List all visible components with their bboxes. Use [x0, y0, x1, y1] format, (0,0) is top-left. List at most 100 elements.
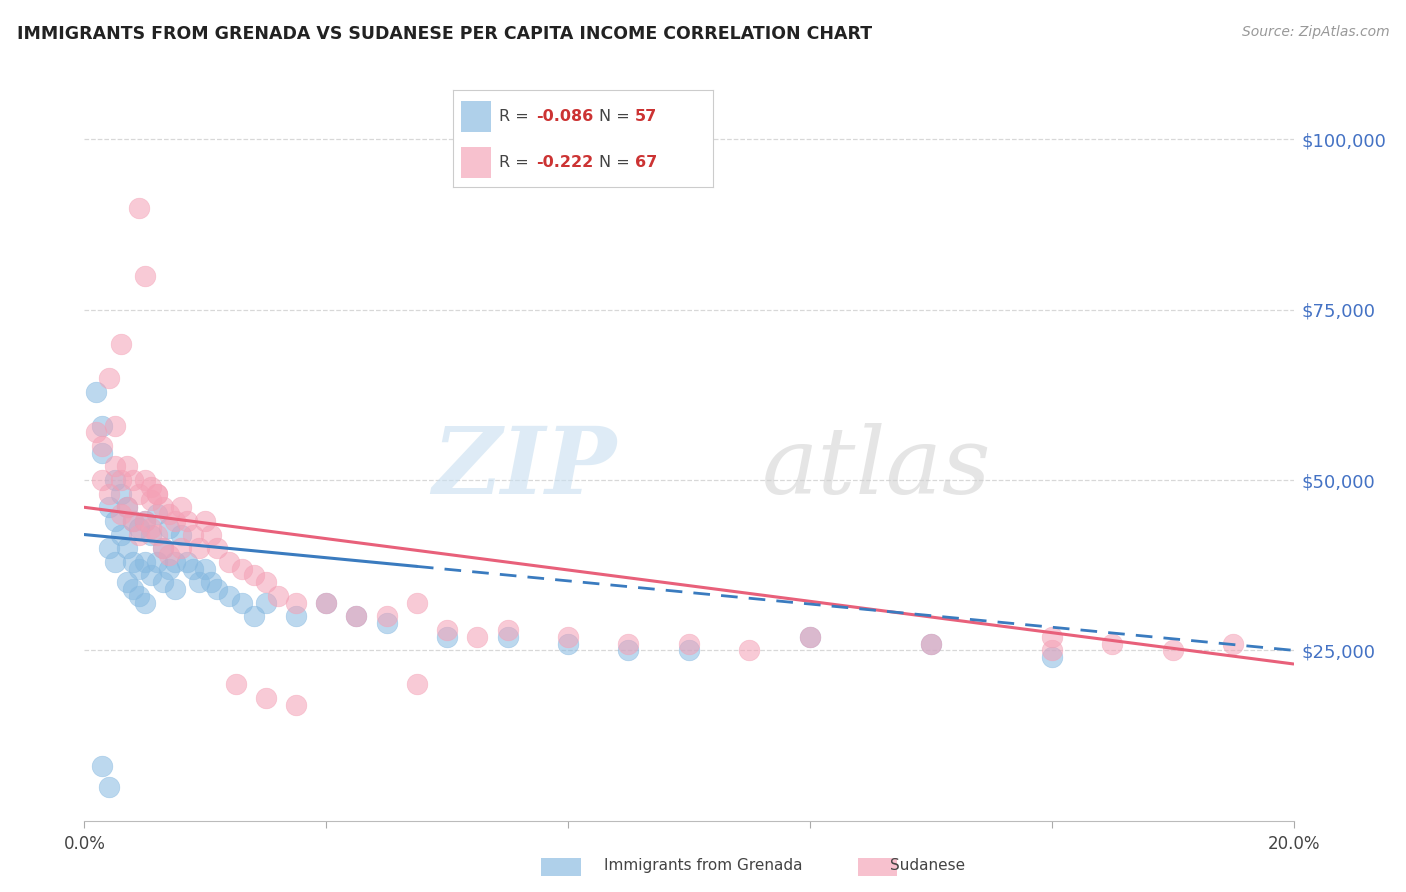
Point: [200, 527, 222, 541]
Point: [285, 596, 308, 610]
Point: [285, 609, 308, 624]
Point: [467, 630, 489, 644]
Point: [194, 561, 217, 575]
Point: [617, 643, 640, 657]
Point: [231, 561, 253, 575]
Text: IMMIGRANTS FROM GRENADA VS SUDANESE PER CAPITA INCOME CORRELATION CHART: IMMIGRANTS FROM GRENADA VS SUDANESE PER …: [17, 25, 872, 43]
Point: [152, 541, 174, 556]
Point: [115, 459, 138, 474]
Point: [1040, 643, 1063, 657]
Point: [738, 643, 761, 657]
Point: [225, 677, 247, 691]
Point: [146, 486, 169, 500]
Point: [242, 609, 264, 624]
Point: [110, 507, 132, 521]
Point: [139, 493, 162, 508]
Point: [194, 514, 217, 528]
Point: [176, 555, 198, 569]
Point: [406, 677, 429, 691]
Point: [115, 575, 138, 590]
Text: Source: ZipAtlas.com: Source: ZipAtlas.com: [1241, 25, 1389, 39]
Point: [165, 555, 187, 569]
Point: [97, 500, 120, 515]
Point: [121, 555, 143, 569]
Point: [157, 561, 180, 575]
Point: [557, 636, 579, 650]
Point: [188, 541, 211, 556]
Point: [346, 609, 368, 624]
Point: [139, 480, 162, 494]
Point: [200, 575, 222, 590]
Point: [799, 630, 821, 644]
Point: [254, 575, 277, 590]
Point: [146, 527, 169, 541]
Point: [1040, 650, 1063, 665]
Point: [128, 589, 150, 603]
Point: [110, 527, 132, 541]
Point: [134, 514, 156, 528]
Point: [97, 541, 120, 556]
Point: [128, 201, 150, 215]
Point: [207, 541, 229, 556]
Point: [1222, 636, 1244, 650]
Point: [207, 582, 229, 596]
Point: [242, 568, 264, 582]
Point: [128, 561, 150, 575]
Text: ZIP: ZIP: [432, 424, 616, 514]
Point: [91, 446, 114, 460]
Point: [104, 514, 127, 528]
Point: [254, 596, 277, 610]
Point: [121, 514, 143, 528]
Point: [165, 514, 187, 528]
Point: [406, 596, 429, 610]
Point: [97, 486, 120, 500]
Point: [115, 541, 138, 556]
Point: [115, 500, 138, 515]
Point: [139, 521, 162, 535]
Point: [146, 507, 169, 521]
Point: [920, 636, 942, 650]
Point: [110, 486, 132, 500]
Point: [139, 527, 162, 541]
Point: [678, 636, 700, 650]
Point: [86, 384, 108, 399]
Point: [1101, 636, 1123, 650]
Point: [254, 691, 277, 706]
Point: [617, 636, 640, 650]
Point: [128, 521, 150, 535]
Point: [110, 473, 132, 487]
Point: [375, 616, 398, 631]
Point: [134, 268, 156, 283]
Point: [121, 514, 143, 528]
Point: [157, 507, 180, 521]
Point: [436, 623, 458, 637]
Point: [86, 425, 108, 440]
Point: [315, 596, 337, 610]
Point: [678, 643, 700, 657]
Point: [181, 561, 204, 575]
Text: Sudanese: Sudanese: [890, 858, 966, 872]
Point: [188, 575, 211, 590]
Point: [128, 486, 150, 500]
Point: [165, 582, 187, 596]
Point: [115, 500, 138, 515]
Point: [218, 589, 240, 603]
Point: [436, 630, 458, 644]
Point: [121, 473, 143, 487]
Point: [557, 630, 579, 644]
Point: [285, 698, 308, 712]
Point: [110, 336, 132, 351]
Point: [920, 636, 942, 650]
Point: [134, 514, 156, 528]
Point: [104, 473, 127, 487]
Point: [121, 582, 143, 596]
Point: [170, 541, 193, 556]
Point: [104, 555, 127, 569]
Point: [91, 473, 114, 487]
Point: [134, 473, 156, 487]
Point: [139, 568, 162, 582]
Point: [128, 527, 150, 541]
Text: atlas: atlas: [762, 424, 991, 514]
Point: [315, 596, 337, 610]
Point: [181, 527, 204, 541]
